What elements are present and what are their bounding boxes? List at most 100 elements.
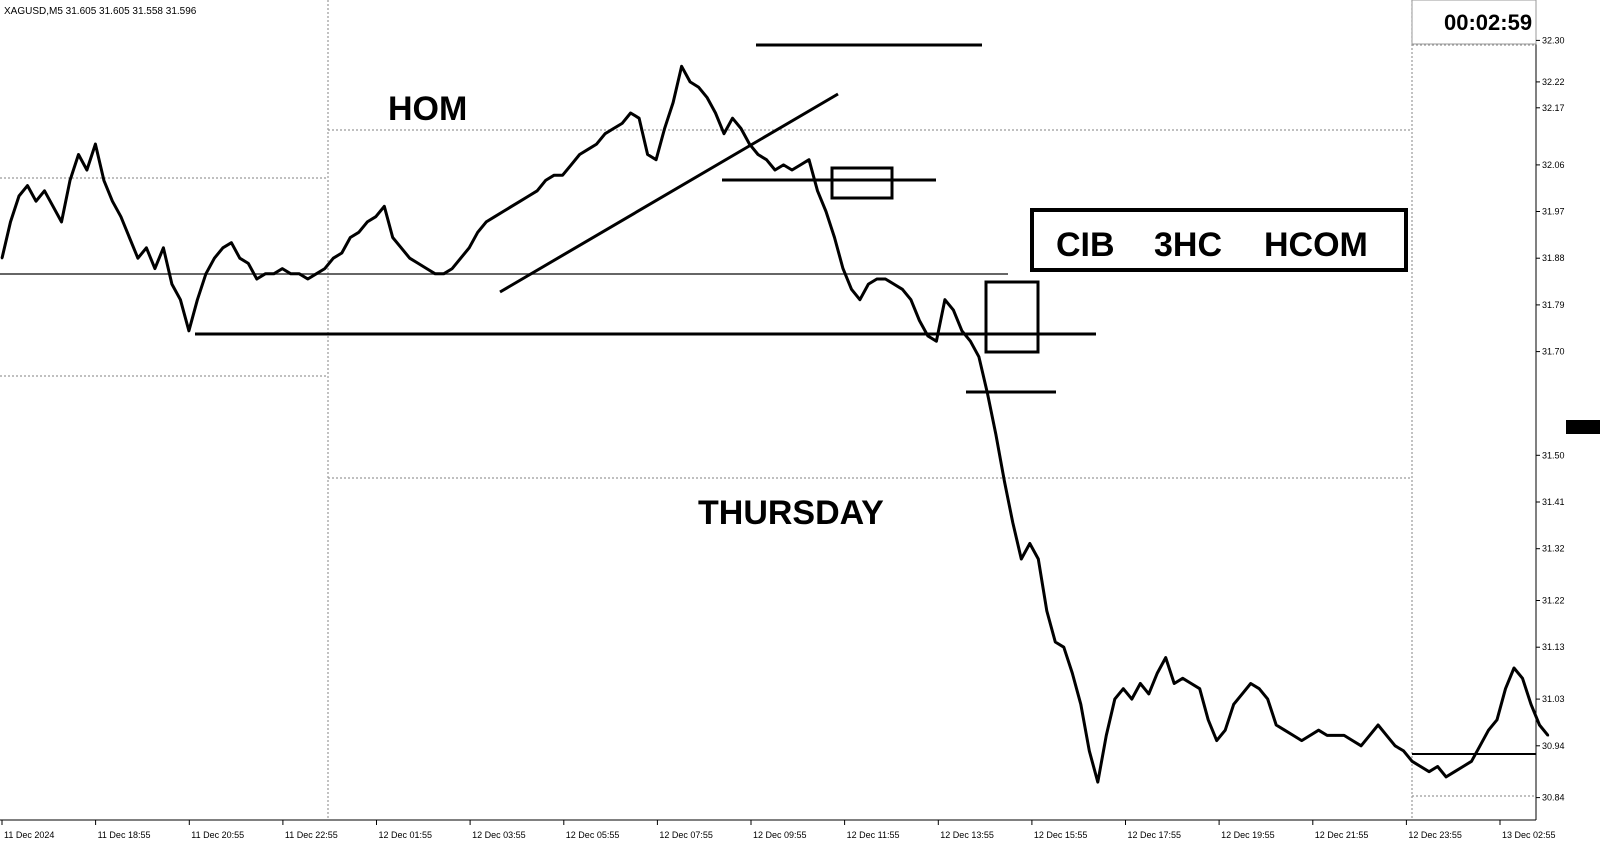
symbol-info: XAGUSD,M5 31.605 31.605 31.558 31.596 [4, 6, 197, 17]
price-point [1028, 542, 1032, 545]
price-point [1419, 765, 1422, 768]
price-point [595, 142, 598, 146]
price-point [1215, 739, 1218, 742]
price-point [1258, 687, 1261, 690]
price-point [646, 153, 649, 156]
price-point [1402, 749, 1405, 753]
price-point [586, 148, 590, 151]
price-point [442, 272, 445, 275]
price-point [756, 153, 760, 156]
price-point [476, 231, 479, 234]
price-point [1470, 760, 1473, 763]
current-price-marker [1566, 420, 1600, 434]
x-tick-label: 11 Dec 22:55 [285, 830, 338, 840]
price-point [26, 184, 29, 187]
price-point [323, 267, 326, 270]
price-point [1453, 770, 1456, 773]
price-point [43, 189, 46, 192]
y-tick-label: 32.30 [1542, 35, 1565, 45]
hcom-label: HCOM [1264, 226, 1368, 264]
price-point [468, 246, 471, 249]
x-tick-label: 13 Dec 02:55 [1502, 830, 1556, 840]
price-point [306, 277, 309, 281]
y-tick-label: 31.97 [1542, 207, 1565, 217]
price-point [213, 257, 216, 260]
price-point [884, 277, 887, 281]
price-point [1275, 723, 1278, 727]
price-point [637, 117, 641, 120]
price-point [1487, 729, 1490, 732]
price-point [1173, 682, 1176, 685]
price-point [1105, 734, 1108, 737]
price-point [799, 163, 802, 167]
x-tick-label: 12 Dec 17:55 [1128, 830, 1182, 840]
price-point [1156, 671, 1159, 675]
x-tick-label: 12 Dec 23:55 [1408, 830, 1462, 840]
price-point [340, 251, 343, 255]
price-point [60, 220, 63, 224]
price-point [773, 168, 777, 172]
price-point [697, 85, 700, 89]
price-point [272, 272, 275, 275]
price-point [612, 127, 615, 130]
price-point [1436, 765, 1439, 768]
thursday-label: THURSDAY [698, 494, 884, 532]
price-point [94, 142, 97, 146]
price-point [994, 433, 998, 436]
hom-label: HOM [388, 90, 467, 128]
y-tick-label: 32.22 [1542, 77, 1565, 87]
price-point [485, 220, 488, 224]
price-point [748, 142, 751, 146]
price-point [332, 257, 335, 260]
trendline [499, 92, 839, 294]
price-point [204, 272, 208, 275]
price-point [493, 215, 496, 218]
countdown-box [1411, 0, 1537, 45]
price-point [51, 205, 55, 208]
y-tick-label: 31.50 [1542, 450, 1565, 460]
price-point [688, 80, 692, 84]
y-tick-label: 31.03 [1542, 694, 1565, 704]
price-point [425, 267, 428, 270]
price-point [739, 127, 743, 130]
y-tick-label: 32.06 [1542, 160, 1565, 170]
price-point [867, 282, 870, 286]
price-point [289, 272, 292, 275]
price-point [629, 111, 632, 115]
price-point [1164, 656, 1167, 659]
price-point [1207, 718, 1210, 721]
cib-label: CIB [1056, 226, 1115, 264]
price-point [977, 355, 981, 358]
price-point [1241, 692, 1244, 696]
price-point [451, 267, 454, 270]
y-tick-label: 31.70 [1542, 347, 1565, 357]
price-point [247, 262, 250, 265]
price-point [952, 308, 955, 312]
y-tick-label: 32.17 [1542, 103, 1565, 113]
price-point [1317, 729, 1320, 732]
price-point [663, 127, 666, 130]
price-point [1283, 729, 1286, 732]
price-point [17, 194, 21, 198]
price-point [1334, 734, 1337, 737]
price-point [765, 158, 768, 161]
price-point [366, 220, 369, 224]
price-point [1062, 646, 1066, 649]
price-point [85, 168, 89, 172]
price-point [654, 158, 658, 161]
price-point [1147, 692, 1151, 696]
price-point [1130, 697, 1134, 701]
price-point [1342, 734, 1346, 737]
price-point [1003, 480, 1006, 483]
price-point [714, 111, 717, 115]
price-point [298, 272, 301, 275]
x-tick-label: 12 Dec 09:55 [753, 830, 807, 840]
price-point [281, 267, 284, 270]
price-point [1521, 677, 1524, 680]
y-tick-label: 31.13 [1542, 642, 1565, 652]
price-point [374, 215, 377, 218]
y-axis-ticks: 32.30 32.22 32.17 32.06 31.97 31.88 31.79 31.70… [1536, 35, 1565, 803]
price-point [1181, 677, 1184, 680]
